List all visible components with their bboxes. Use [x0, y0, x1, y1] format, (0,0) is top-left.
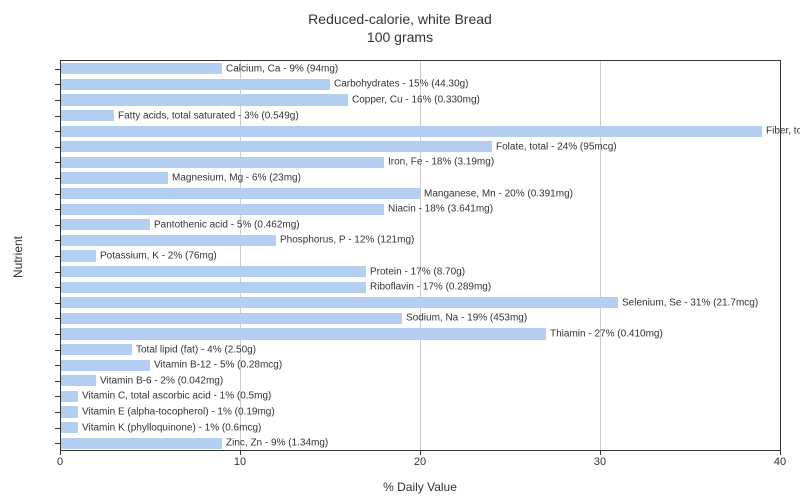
nutrient-bar: [60, 282, 366, 293]
nutrient-bar: [60, 344, 132, 355]
nutrient-bar-label: Vitamin C, total ascorbic acid - 1% (0.5…: [82, 391, 271, 402]
nutrient-bar: [60, 360, 150, 371]
nutrient-chart: Reduced-calorie, white Bread 100 grams C…: [0, 0, 800, 500]
nutrient-bar-label: Magnesium, Mg - 6% (23mg): [172, 172, 301, 183]
nutrient-bar-label: Fiber, total dietary - 39% (9.7g): [766, 126, 800, 137]
nutrient-bar: [60, 63, 222, 74]
nutrient-bar-row: Fatty acids, total saturated - 3% (0.549…: [60, 110, 780, 121]
nutrient-bar-label: Protein - 17% (8.70g): [370, 266, 465, 277]
nutrient-bar-row: Phosphorus, P - 12% (121mg): [60, 235, 780, 246]
nutrient-bar-row: Vitamin C, total ascorbic acid - 1% (0.5…: [60, 391, 780, 402]
nutrient-bar-label: Niacin - 18% (3.641mg): [388, 204, 493, 215]
nutrient-bar-label: Vitamin K (phylloquinone) - 1% (0.6mcg): [82, 422, 261, 433]
nutrient-bar-row: Vitamin B-12 - 5% (0.28mcg): [60, 360, 780, 371]
nutrient-bar-row: Copper, Cu - 16% (0.330mg): [60, 94, 780, 105]
nutrient-bar-row: Calcium, Ca - 9% (94mg): [60, 63, 780, 74]
nutrient-bar: [60, 328, 546, 339]
nutrient-bar: [60, 188, 420, 199]
nutrient-bar-label: Copper, Cu - 16% (0.330mg): [352, 94, 480, 105]
nutrient-bar-row: Magnesium, Mg - 6% (23mg): [60, 172, 780, 183]
nutrient-bar-label: Manganese, Mn - 20% (0.391mg): [424, 188, 573, 199]
x-tick-label: 30: [594, 456, 606, 468]
nutrient-bar-label: Thiamin - 27% (0.410mg): [550, 328, 663, 339]
x-axis-label: % Daily Value: [60, 480, 780, 494]
nutrient-bar: [60, 94, 348, 105]
nutrient-bar: [60, 219, 150, 230]
nutrient-bar-row: Zinc, Zn - 9% (1.34mg): [60, 438, 780, 449]
nutrient-bar-row: Fiber, total dietary - 39% (9.7g): [60, 126, 780, 137]
plot-area: Calcium, Ca - 9% (94mg) Carbohydrates - 1…: [60, 60, 781, 451]
nutrient-bar-row: Potassium, K - 2% (76mg): [60, 250, 780, 261]
nutrient-bar: [60, 126, 762, 137]
nutrient-bar-label: Fatty acids, total saturated - 3% (0.549…: [118, 110, 299, 121]
nutrient-bar: [60, 266, 366, 277]
x-tick-label: 0: [57, 456, 63, 468]
title-line-2: 100 grams: [367, 29, 433, 45]
nutrient-bar-row: Total lipid (fat) - 4% (2.50g): [60, 344, 780, 355]
nutrient-bar: [60, 313, 402, 324]
nutrient-bar-label: Potassium, K - 2% (76mg): [100, 250, 217, 261]
nutrient-bar-label: Zinc, Zn - 9% (1.34mg): [226, 438, 328, 449]
x-tick-label: 10: [234, 456, 246, 468]
nutrient-bar-row: Selenium, Se - 31% (21.7mcg): [60, 297, 780, 308]
nutrient-bar-label: Vitamin B-6 - 2% (0.042mg): [100, 375, 223, 386]
nutrient-bar-row: Vitamin K (phylloquinone) - 1% (0.6mcg): [60, 422, 780, 433]
nutrient-bar: [60, 141, 492, 152]
nutrient-bar: [60, 235, 276, 246]
x-tick: [420, 450, 421, 455]
nutrient-bar-label: Folate, total - 24% (95mcg): [496, 141, 617, 152]
nutrient-bar: [60, 438, 222, 449]
nutrient-bar-row: Thiamin - 27% (0.410mg): [60, 328, 780, 339]
nutrient-bar-label: Vitamin B-12 - 5% (0.28mcg): [154, 360, 282, 371]
y-axis-line: [60, 60, 61, 450]
x-tick: [240, 450, 241, 455]
nutrient-bar-row: Vitamin B-6 - 2% (0.042mg): [60, 375, 780, 386]
nutrient-bar-row: Sodium, Na - 19% (453mg): [60, 313, 780, 324]
nutrient-bar-label: Riboflavin - 17% (0.289mg): [370, 282, 491, 293]
nutrient-bar-label: Phosphorus, P - 12% (121mg): [280, 235, 414, 246]
nutrient-bar-label: Sodium, Na - 19% (453mg): [406, 313, 527, 324]
nutrient-bar-row: Iron, Fe - 18% (3.19mg): [60, 157, 780, 168]
nutrient-bar: [60, 79, 330, 90]
nutrient-bar-label: Pantothenic acid - 5% (0.462mg): [154, 219, 300, 230]
nutrient-bar: [60, 204, 384, 215]
nutrient-bar-row: Folate, total - 24% (95mcg): [60, 141, 780, 152]
x-tick-label: 40: [774, 456, 786, 468]
nutrient-bar: [60, 110, 114, 121]
nutrient-bar-row: Manganese, Mn - 20% (0.391mg): [60, 188, 780, 199]
x-tick: [600, 450, 601, 455]
nutrient-bar-row: Vitamin E (alpha-tocopherol) - 1% (0.19m…: [60, 406, 780, 417]
nutrient-bar-row: Niacin - 18% (3.641mg): [60, 204, 780, 215]
nutrient-bar: [60, 172, 168, 183]
nutrient-bar: [60, 422, 78, 433]
nutrient-bar-row: Carbohydrates - 15% (44.30g): [60, 79, 780, 90]
nutrient-bar: [60, 157, 384, 168]
nutrient-bar: [60, 250, 96, 261]
y-axis-label: Nutrient: [11, 236, 25, 278]
nutrient-bar: [60, 297, 618, 308]
nutrient-bar-label: Selenium, Se - 31% (21.7mcg): [622, 297, 758, 308]
nutrient-bar-row: Pantothenic acid - 5% (0.462mg): [60, 219, 780, 230]
x-tick: [60, 450, 61, 455]
nutrient-bar: [60, 375, 96, 386]
nutrient-bar-label: Carbohydrates - 15% (44.30g): [334, 79, 469, 90]
nutrient-bar-row: Riboflavin - 17% (0.289mg): [60, 282, 780, 293]
chart-title: Reduced-calorie, white Bread 100 grams: [0, 0, 800, 46]
title-line-1: Reduced-calorie, white Bread: [308, 11, 492, 27]
nutrient-bar-label: Total lipid (fat) - 4% (2.50g): [136, 344, 256, 355]
nutrient-bar: [60, 391, 78, 402]
nutrient-bar-label: Iron, Fe - 18% (3.19mg): [388, 157, 494, 168]
x-tick-label: 20: [414, 456, 426, 468]
nutrient-bar-row: Protein - 17% (8.70g): [60, 266, 780, 277]
nutrient-bar-label: Calcium, Ca - 9% (94mg): [226, 63, 338, 74]
x-tick: [780, 450, 781, 455]
nutrient-bar-label: Vitamin E (alpha-tocopherol) - 1% (0.19m…: [82, 406, 275, 417]
nutrient-bar: [60, 406, 78, 417]
